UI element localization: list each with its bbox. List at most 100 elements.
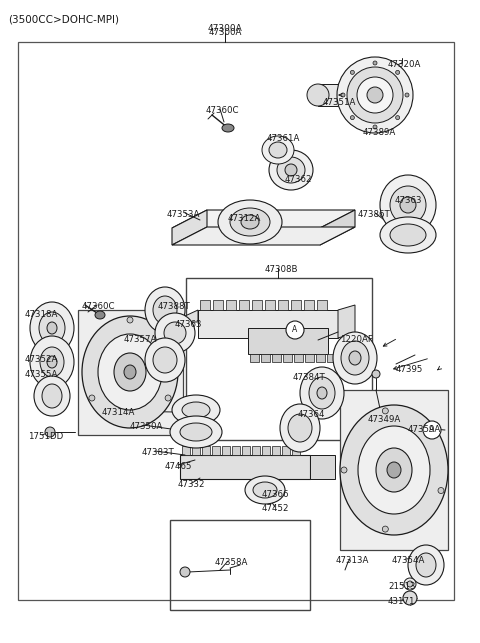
- Text: 47465: 47465: [165, 462, 192, 471]
- Polygon shape: [172, 227, 355, 245]
- Circle shape: [382, 526, 388, 532]
- Ellipse shape: [98, 334, 162, 410]
- Ellipse shape: [114, 353, 146, 391]
- Bar: [265, 300, 275, 310]
- Text: 47300A: 47300A: [208, 24, 242, 33]
- Bar: [212, 446, 220, 455]
- Bar: [304, 300, 314, 310]
- Bar: [222, 446, 230, 455]
- Ellipse shape: [390, 224, 426, 246]
- Bar: [226, 300, 236, 310]
- Ellipse shape: [288, 414, 312, 442]
- Ellipse shape: [253, 482, 277, 498]
- Ellipse shape: [34, 376, 70, 416]
- Polygon shape: [185, 310, 198, 322]
- Circle shape: [165, 395, 171, 401]
- Text: 47354A: 47354A: [392, 556, 425, 565]
- Bar: [239, 300, 249, 310]
- Text: 47358A: 47358A: [215, 558, 248, 567]
- Text: 47360C: 47360C: [206, 106, 240, 115]
- Ellipse shape: [340, 405, 448, 535]
- Ellipse shape: [416, 553, 436, 577]
- Bar: [327, 354, 336, 362]
- Text: 47395: 47395: [396, 365, 423, 374]
- Ellipse shape: [277, 157, 305, 183]
- Circle shape: [373, 61, 377, 65]
- Bar: [340, 390, 448, 550]
- Bar: [232, 446, 240, 455]
- Polygon shape: [320, 210, 355, 245]
- Circle shape: [180, 567, 190, 577]
- Bar: [261, 354, 270, 362]
- Circle shape: [438, 487, 444, 494]
- Ellipse shape: [376, 448, 412, 492]
- Bar: [292, 446, 300, 455]
- Text: 47364: 47364: [298, 410, 325, 419]
- Text: 47300A: 47300A: [208, 28, 242, 37]
- Ellipse shape: [400, 197, 416, 213]
- Ellipse shape: [124, 365, 136, 379]
- Text: 47366: 47366: [262, 490, 289, 499]
- Text: 47361A: 47361A: [267, 134, 300, 143]
- Text: (3500CC>DOHC-MPI): (3500CC>DOHC-MPI): [8, 14, 119, 24]
- Ellipse shape: [30, 302, 74, 354]
- Polygon shape: [172, 210, 207, 245]
- Circle shape: [396, 70, 400, 75]
- Ellipse shape: [47, 322, 57, 334]
- Circle shape: [45, 427, 55, 437]
- Polygon shape: [172, 210, 355, 228]
- Text: 43171: 43171: [388, 597, 416, 606]
- Ellipse shape: [357, 77, 393, 113]
- Bar: [291, 300, 301, 310]
- Bar: [18, 42, 454, 600]
- Circle shape: [372, 370, 380, 378]
- Circle shape: [405, 93, 409, 97]
- Ellipse shape: [172, 395, 220, 425]
- Text: 1220AF: 1220AF: [340, 335, 373, 344]
- Ellipse shape: [408, 545, 444, 585]
- Text: 47359A: 47359A: [408, 425, 441, 434]
- Bar: [272, 446, 280, 455]
- Ellipse shape: [262, 136, 294, 164]
- Bar: [202, 446, 210, 455]
- Text: 21513: 21513: [388, 582, 416, 591]
- Ellipse shape: [145, 338, 185, 382]
- Ellipse shape: [164, 322, 186, 344]
- Ellipse shape: [380, 175, 436, 235]
- Circle shape: [350, 116, 354, 120]
- Ellipse shape: [241, 215, 259, 229]
- Bar: [283, 354, 292, 362]
- Bar: [305, 354, 314, 362]
- Ellipse shape: [170, 416, 222, 448]
- Circle shape: [350, 70, 354, 75]
- Bar: [252, 300, 262, 310]
- Text: 47360C: 47360C: [82, 302, 116, 311]
- Ellipse shape: [341, 341, 369, 375]
- Ellipse shape: [333, 332, 377, 384]
- Circle shape: [404, 578, 416, 590]
- Ellipse shape: [40, 347, 64, 377]
- Text: 1751DD: 1751DD: [28, 432, 63, 441]
- Text: 47352A: 47352A: [25, 355, 59, 364]
- Ellipse shape: [307, 84, 329, 106]
- Bar: [310, 455, 335, 479]
- Text: 47351A: 47351A: [323, 98, 356, 107]
- Bar: [294, 354, 303, 362]
- Ellipse shape: [285, 164, 297, 176]
- Ellipse shape: [337, 57, 413, 133]
- Bar: [252, 446, 260, 455]
- Bar: [170, 520, 310, 610]
- Circle shape: [341, 93, 345, 97]
- Bar: [198, 310, 338, 338]
- Ellipse shape: [390, 186, 426, 224]
- Text: 47363: 47363: [175, 320, 203, 329]
- Ellipse shape: [39, 312, 65, 344]
- Circle shape: [286, 321, 304, 339]
- Bar: [213, 300, 223, 310]
- Circle shape: [382, 408, 388, 414]
- Bar: [250, 354, 259, 362]
- Text: 47357A: 47357A: [124, 335, 157, 344]
- Ellipse shape: [95, 311, 105, 319]
- Bar: [282, 446, 290, 455]
- Text: 47384T: 47384T: [293, 373, 326, 382]
